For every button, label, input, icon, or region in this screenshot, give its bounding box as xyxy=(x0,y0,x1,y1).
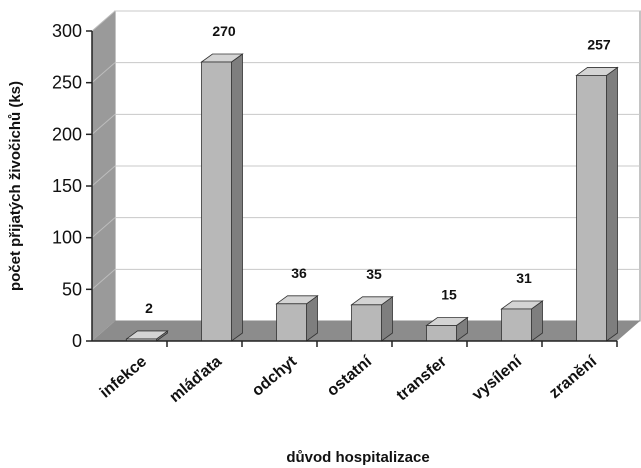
bar-infekce: 2 xyxy=(125,300,169,342)
bar-value-label: 36 xyxy=(291,265,307,281)
gridline-side xyxy=(91,62,116,84)
bar-mláďata: 270 xyxy=(200,23,244,342)
bar-vysílení: 31 xyxy=(500,270,544,342)
bar-front xyxy=(501,308,532,342)
x-tick-label: infekce xyxy=(97,353,150,402)
bars: 2 270 36 35 15 31 257 xyxy=(125,23,619,342)
bar-side xyxy=(231,53,243,342)
x-axis: infekce mláďata odchyt ostatní transfer vysíl… xyxy=(92,340,618,406)
x-axis-label: důvod hospitalizace xyxy=(286,449,429,466)
bar-ostatní: 35 xyxy=(350,266,394,342)
bar-zranění: 257 xyxy=(575,36,619,342)
bar-value-label: 270 xyxy=(212,23,236,39)
x-tick-label: zranění xyxy=(546,353,600,402)
y-tick-label: 100 xyxy=(52,228,82,248)
gridline-side xyxy=(91,217,116,239)
bar-transfer: 15 xyxy=(425,287,469,342)
y-axis-label: počet přijatých živočichů (ks) xyxy=(7,81,24,291)
gridline-side xyxy=(91,113,116,135)
x-tick-label: odchyt xyxy=(249,353,301,400)
x-tick-label: transfer xyxy=(394,353,451,404)
chart-walls xyxy=(92,10,641,341)
y-tick-label: 50 xyxy=(62,279,82,299)
bar-value-label: 31 xyxy=(516,270,532,286)
bar-front xyxy=(351,304,382,342)
gridline-side xyxy=(91,10,116,32)
y-tick-label: 250 xyxy=(52,73,82,93)
x-tick-label: mláďata xyxy=(166,353,225,406)
y-tick-label: 300 xyxy=(52,21,82,41)
bar-value-label: 15 xyxy=(441,287,457,303)
x-tick-label: vysílení xyxy=(469,353,525,404)
bar-front xyxy=(576,75,607,342)
bar-front xyxy=(426,325,457,342)
gridline-side xyxy=(91,165,116,187)
bar-side xyxy=(606,66,618,342)
x-tick-label: ostatní xyxy=(324,353,376,400)
y-axis: 0 50 100 150 200 250 300 xyxy=(52,21,93,351)
bar-value-label: 257 xyxy=(587,36,611,52)
y-tick-label: 200 xyxy=(52,124,82,144)
gridline-side xyxy=(91,268,116,290)
y-tick-label: 150 xyxy=(52,176,82,196)
bar-front xyxy=(201,61,232,342)
y-tick-label: 0 xyxy=(72,331,82,351)
bar-value-label: 35 xyxy=(366,266,382,282)
bar-front xyxy=(276,303,307,342)
bar-odchyt: 36 xyxy=(275,265,319,342)
bar-value-label: 2 xyxy=(145,300,153,316)
